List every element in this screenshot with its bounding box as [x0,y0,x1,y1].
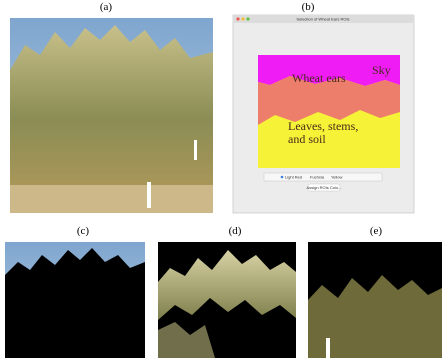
radio-option[interactable]: Yellow [331,175,343,180]
photo-a [10,18,213,213]
panel-label: (e) [370,225,383,237]
panel-label: (b) [302,1,315,13]
panel-label: (c) [77,225,90,237]
radio-option[interactable]: Light Red [285,175,302,180]
photo-d [158,242,296,358]
panel-label: (d) [229,225,242,237]
window-title: Selection of Wheat Ears ROIs [296,17,349,22]
panel-label: (a) [100,1,113,13]
region-label: Sky [372,63,391,77]
photo-c [5,242,145,358]
button[interactable]: Assign ROIs Colo... [307,185,342,190]
app-window: Selection of Wheat Ears ROIs Sky Wheat e… [233,15,414,213]
radio-option[interactable]: Fuchsia [310,175,325,180]
region-label: Wheat ears [292,71,346,85]
region-label: Leaves, stems, and soil [288,120,378,146]
figure: (a) (b) Selection of Wheat Ears ROIs Sky… [0,0,443,358]
photo-e [308,242,442,358]
